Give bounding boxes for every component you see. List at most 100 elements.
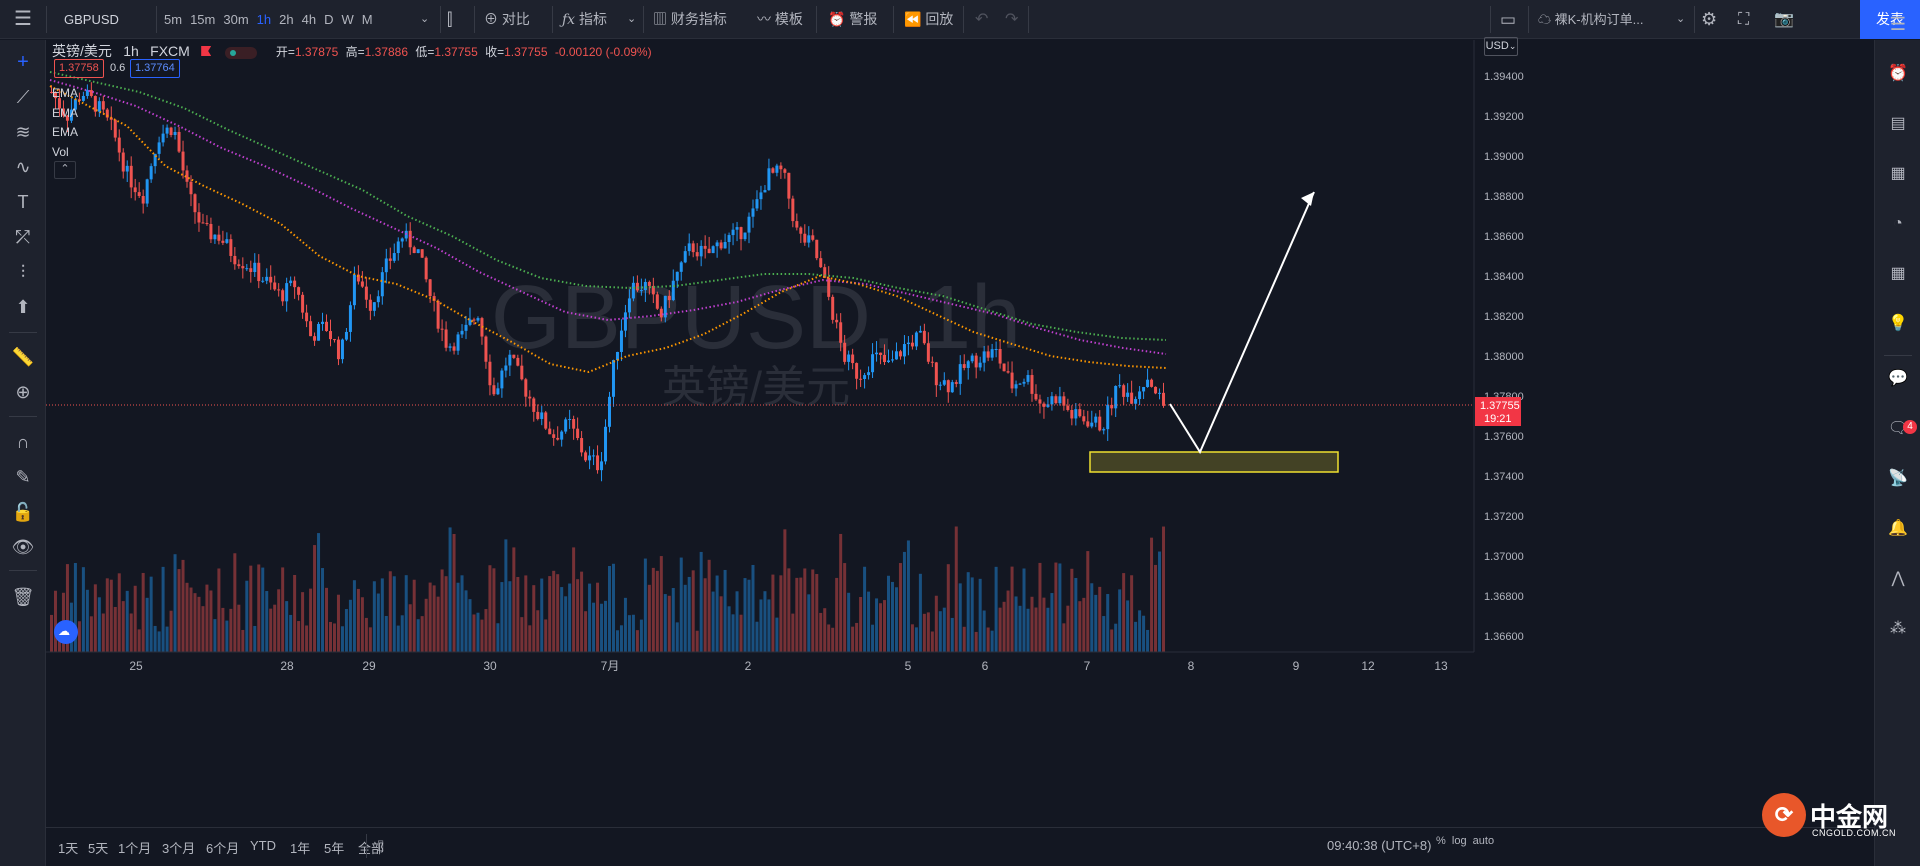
candle[interactable] [392,253,396,261]
candle[interactable] [910,342,914,347]
candle[interactable] [1038,399,1042,404]
candle[interactable] [576,428,580,439]
candle[interactable] [974,355,978,368]
bell-icon[interactable]: 🔔 [1888,520,1908,537]
candle[interactable] [1082,416,1086,422]
candle[interactable] [1146,379,1150,388]
candle[interactable] [500,370,504,389]
candle[interactable] [930,361,934,363]
candle[interactable] [293,280,297,288]
candle[interactable] [926,343,930,362]
candle[interactable] [1098,416,1102,431]
range-8[interactable]: 全部 [358,841,385,856]
menu-icon[interactable]: ☰ [14,8,32,30]
candle[interactable] [253,262,257,273]
measure-icon[interactable]: ⫶ [20,262,26,282]
candle[interactable] [815,239,819,259]
candle[interactable] [77,99,81,101]
candle[interactable] [655,294,659,309]
candle[interactable] [1022,381,1026,384]
candle[interactable] [269,276,273,283]
candle[interactable] [149,166,153,180]
candle[interactable] [225,239,229,243]
candle[interactable] [747,216,751,233]
candle[interactable] [452,346,456,351]
range-7[interactable]: 5年 [324,841,345,856]
candle[interactable] [181,151,185,171]
candle[interactable] [420,249,424,258]
current-price-badge[interactable] [1475,397,1521,426]
candle[interactable] [843,342,847,362]
candle[interactable] [408,230,412,248]
pattern-icon[interactable]: ∿ [15,157,31,177]
candle[interactable] [894,351,898,360]
chevron-down-icon[interactable]: ⌄ [420,13,430,25]
candle[interactable] [424,257,428,280]
candle[interactable] [970,355,974,362]
candle[interactable] [978,362,982,368]
range-3[interactable]: 3个月 [162,841,196,856]
candle[interactable] [564,419,568,432]
candle[interactable] [863,375,867,380]
candle[interactable] [954,382,958,384]
candle[interactable] [145,179,149,204]
replay-button[interactable]: ⏪ 回放 [904,0,953,39]
study-ema-1[interactable]: EMA [52,86,79,100]
candle[interactable] [125,165,129,172]
candle[interactable] [548,428,552,435]
candle[interactable] [340,339,344,360]
hotlist-icon[interactable]: ◔ [1893,215,1903,232]
trend-line-icon[interactable]: ⟋ [16,87,30,107]
pencil-lock-icon[interactable]: ✎ [15,467,31,487]
candle[interactable] [631,282,635,299]
candle[interactable] [329,331,332,340]
candle[interactable] [129,165,133,188]
candle[interactable] [1042,403,1046,407]
candle[interactable] [671,280,675,301]
candle[interactable] [994,349,998,351]
candle[interactable] [934,362,938,386]
candle[interactable] [803,233,807,243]
support-zone-box[interactable] [1089,451,1339,473]
candle[interactable] [683,251,687,263]
clock[interactable]: 09:40:38 (UTC+8) [1327,838,1432,853]
dom-icon[interactable]: ⁂ [1890,620,1906,637]
candle[interactable] [93,95,97,112]
candle[interactable] [356,274,360,282]
candle[interactable] [687,243,691,252]
price-chart[interactable]: GBPUSD, 1h 英镑/美元 1.39400 1.39200 1.39000 1.… [46,40,1874,820]
candle[interactable] [759,192,763,200]
interval-4h[interactable]: 4h [301,12,317,27]
candle[interactable] [667,295,671,301]
candle[interactable] [137,192,141,196]
projection-arrow[interactable] [1169,191,1315,455]
candle[interactable] [871,354,875,373]
candle[interactable] [245,268,249,270]
candle[interactable] [851,354,855,364]
candle[interactable] [735,227,739,230]
interval-M[interactable]: M [361,12,373,27]
candle[interactable] [440,328,444,330]
candle[interactable] [615,351,619,361]
candle[interactable] [1030,375,1034,394]
candle[interactable] [1046,404,1050,407]
alarm-icon[interactable]: ⏰ [1888,65,1908,82]
bid-price[interactable]: 1.37758 [54,59,104,78]
magnet-icon[interactable]: ∩ [16,432,30,452]
candle[interactable] [1118,385,1122,387]
candle[interactable] [492,385,496,395]
candles-icon[interactable]: ⫿ [447,10,453,29]
candle[interactable] [289,280,293,284]
candle[interactable] [659,308,663,318]
candle[interactable] [344,331,348,340]
candle[interactable] [281,290,285,302]
candle[interactable] [89,90,93,96]
candle[interactable] [233,255,237,265]
eye-icon[interactable]: 👁 [11,537,35,557]
candle[interactable] [237,264,241,267]
candle[interactable] [627,298,631,313]
candle[interactable] [177,131,181,152]
gear-icon[interactable]: ⚙ [1701,9,1718,29]
interval-5m[interactable]: 5m [164,12,183,27]
prediction-icon[interactable]: ⤱ [15,227,31,247]
